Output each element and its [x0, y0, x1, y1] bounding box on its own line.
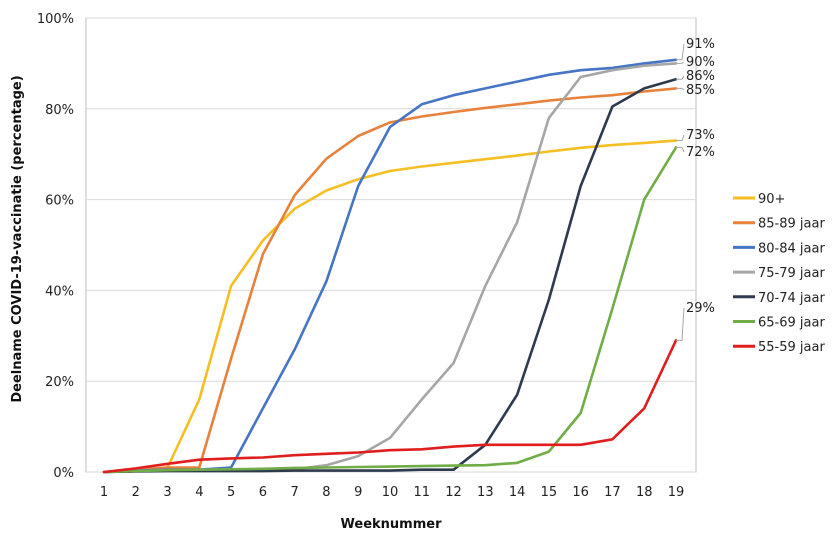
end-label-leader	[675, 307, 685, 341]
legend-item: 75-79 jaar	[733, 266, 825, 281]
y-axis-title: Deelname COVID-19-vaccinatie (percentage…	[10, 75, 25, 402]
end-label-leader	[675, 75, 685, 80]
x-tick-label: 16	[572, 485, 589, 500]
end-label: 86%	[686, 69, 715, 84]
end-label: 72%	[686, 145, 715, 160]
legend-item: 90+	[733, 192, 785, 207]
x-tick-label: 9	[354, 485, 362, 500]
end-label: 90%	[686, 55, 715, 70]
x-tick-label: 17	[604, 485, 621, 500]
legend-label: 90+	[758, 192, 785, 207]
series-line-85-89-jaar	[102, 87, 678, 474]
x-tick-label: 11	[414, 485, 431, 500]
legend-label: 70-74 jaar	[758, 291, 825, 306]
y-tick-label: 60%	[45, 194, 74, 209]
x-tick-label: 1	[100, 485, 108, 500]
series-line-70-74-jaar	[102, 78, 678, 474]
x-tick-label: 12	[445, 485, 462, 500]
x-axis-title: Weeknummer	[341, 517, 443, 532]
end-label-leader	[675, 134, 685, 142]
x-tick-label: 13	[477, 485, 494, 500]
series-line-65-69-jaar	[102, 146, 678, 474]
end-label: 73%	[686, 128, 715, 143]
legend-label: 85-89 jaar	[758, 217, 825, 232]
x-tick-label: 8	[322, 485, 330, 500]
x-tick-label: 3	[163, 485, 171, 500]
end-label: 85%	[686, 83, 715, 98]
legend-item: 70-74 jaar	[733, 291, 825, 306]
x-tick-label: 6	[259, 485, 267, 500]
end-label-leader	[675, 146, 685, 153]
legend-item: 65-69 jaar	[733, 316, 825, 331]
x-tick-label: 18	[636, 485, 653, 500]
x-tick-label: 14	[509, 485, 526, 500]
x-tick-label: 2	[132, 485, 140, 500]
x-tick-label: 10	[382, 485, 399, 500]
y-tick-label: 100%	[37, 12, 74, 27]
y-tick-label: 20%	[45, 375, 74, 390]
legend-item: 85-89 jaar	[733, 217, 825, 232]
legend: 90+ 85-89 jaar 80-84 jaar 75-79 jaar 70-74 j…	[733, 192, 825, 355]
y-tick-label: 0%	[53, 466, 74, 481]
x-tick-label: 5	[227, 485, 235, 500]
end-label-layer: 73% 85% 91% 90%86% 72% 29%	[675, 37, 715, 341]
end-label-leader	[675, 87, 685, 91]
x-tick-label: 15	[541, 485, 558, 500]
end-label: 29%	[686, 301, 715, 316]
legend-label: 80-84 jaar	[758, 241, 825, 256]
end-label-leader	[675, 43, 685, 61]
x-tick-label: 19	[668, 485, 685, 500]
x-tick-label: 7	[291, 485, 299, 500]
legend-item: 80-84 jaar	[733, 241, 825, 256]
series-layer	[102, 58, 678, 474]
y-tick-label: 40%	[45, 284, 74, 299]
x-tick-label: 4	[195, 485, 203, 500]
series-line-75-79-jaar	[102, 62, 678, 474]
plot-area	[85, 17, 697, 473]
series-line-55-59-jaar	[102, 338, 678, 474]
grid-layer	[85, 17, 697, 473]
axis-layer: 0%20%40%60%80%100%1 2 3 4 5 6 7 8 9 10 11 12 13 14 15 1…	[37, 12, 684, 500]
series-line-90-	[102, 139, 678, 474]
y-tick-label: 80%	[45, 103, 74, 118]
legend-label: 75-79 jaar	[758, 266, 825, 281]
end-label: 91%	[686, 37, 715, 52]
legend-label: 55-59 jaar	[758, 340, 825, 355]
legend-label: 65-69 jaar	[758, 316, 825, 331]
end-label-leader	[676, 61, 685, 64]
legend-item: 55-59 jaar	[733, 340, 825, 355]
